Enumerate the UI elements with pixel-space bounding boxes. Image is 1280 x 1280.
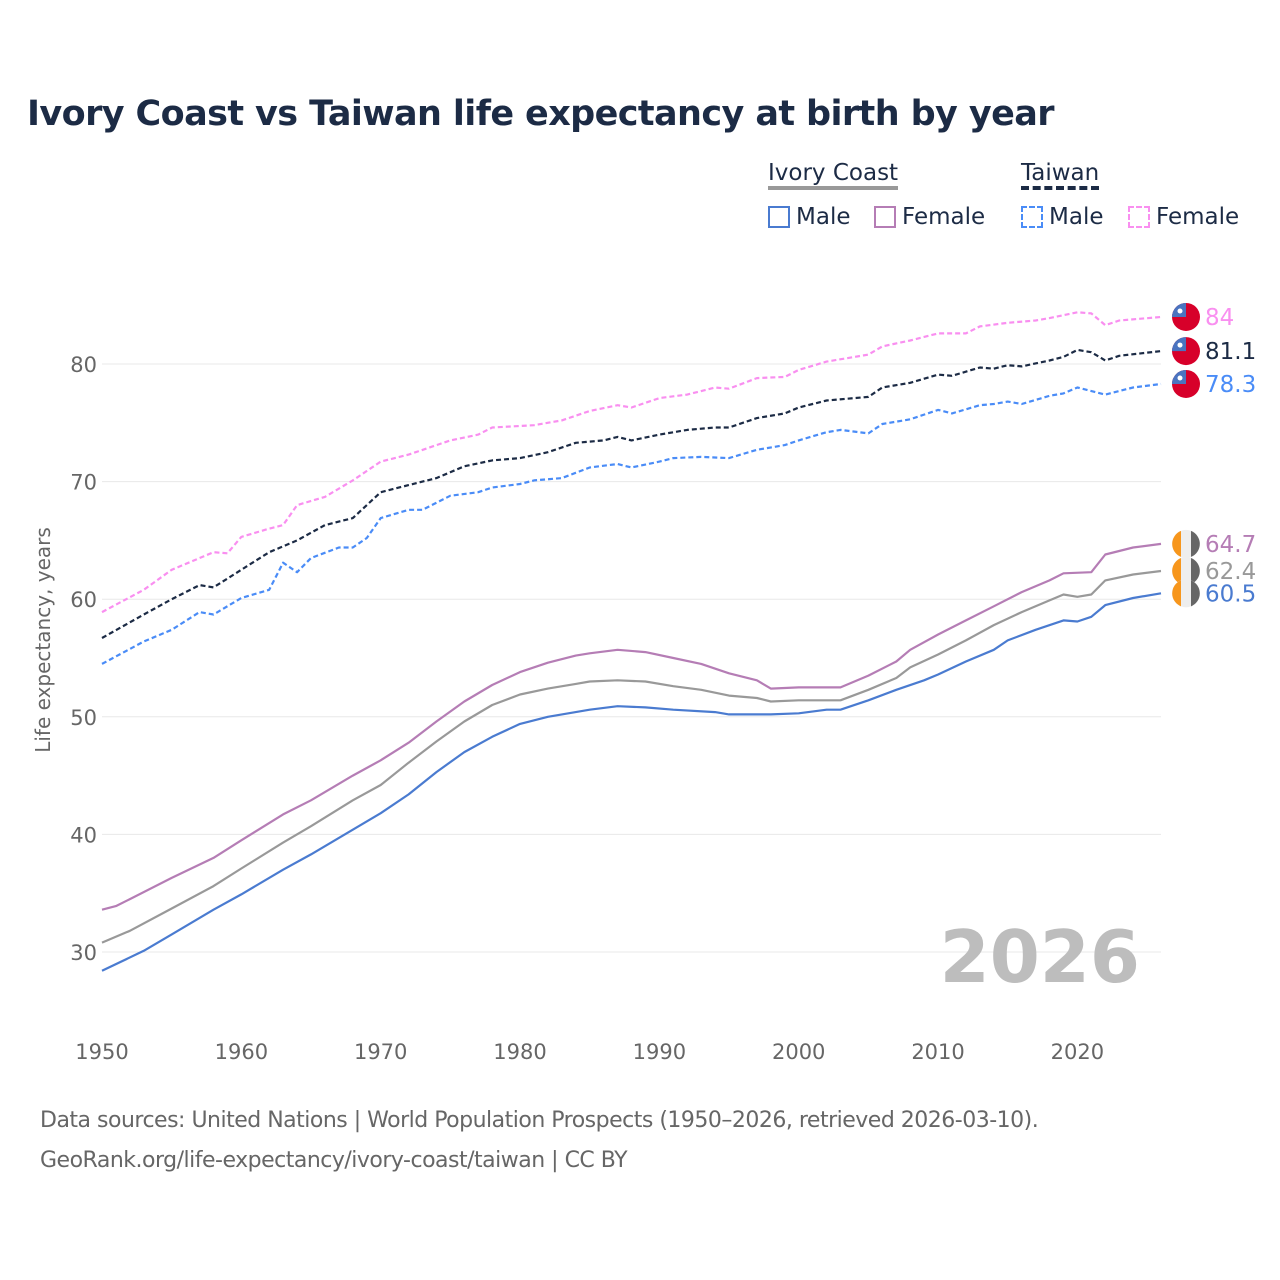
legend-group-ivory-coast: Ivory Coast	[768, 160, 899, 190]
flag-green	[1191, 530, 1200, 557]
flag-orange	[1172, 557, 1181, 584]
legend-item-ivory-coast-male[interactable]: Male	[768, 204, 850, 230]
chart-title: Ivory Coast vs Taiwan life expectancy at…	[27, 94, 1054, 134]
legend-label: Female	[902, 204, 986, 230]
legend-item-taiwan-female[interactable]: Female	[1128, 204, 1239, 230]
y-tick-label: 30	[70, 941, 97, 965]
y-tick-label: 60	[70, 588, 97, 612]
footer-link[interactable]: GeoRank.org/life-expectancy/ivory-coast/…	[40, 1148, 628, 1173]
series-line-ivory-coast-female	[101, 542, 1162, 911]
legend-swatch-icon	[1021, 206, 1043, 228]
legend-swatch-icon	[768, 206, 790, 228]
taiwan-flag-icon	[1172, 369, 1200, 398]
x-tick-label: 2010	[911, 1040, 964, 1064]
legend-group-title[interactable]: Taiwan	[1021, 160, 1100, 190]
x-tick-label: 1950	[75, 1040, 128, 1064]
legend-item-taiwan-male[interactable]: Male	[1021, 204, 1103, 230]
end-value-label: 62.4	[1205, 559, 1256, 585]
legend-label: Male	[796, 204, 851, 230]
legend-label: Female	[1156, 204, 1240, 230]
x-tick-label: 1990	[633, 1040, 686, 1064]
y-tick-label: 80	[70, 353, 97, 377]
y-axis-label: Life expectancy, years	[31, 527, 55, 753]
flag-green	[1191, 580, 1200, 607]
series-line-ivory-coast-male	[101, 592, 1162, 972]
legend: Ivory Coast Male Female Taiwan Male Fema…	[768, 160, 1268, 240]
watermark-year: 2026	[940, 915, 1140, 999]
taiwan-flag-icon	[1172, 302, 1200, 331]
flag-sun	[1177, 342, 1183, 348]
x-tick-label: 2020	[1051, 1040, 1104, 1064]
legend-swatch-icon	[1128, 206, 1150, 228]
y-tick-label: 70	[70, 471, 97, 495]
legend-label: Male	[1049, 204, 1104, 230]
end-value-label: 84	[1205, 305, 1234, 331]
legend-group-taiwan: Taiwan	[1021, 160, 1100, 190]
taiwan-flag-icon	[1172, 337, 1200, 366]
series-line-ivory-coast	[101, 569, 1162, 944]
flag-orange	[1172, 580, 1181, 607]
footer-source: Data sources: United Nations | World Pop…	[40, 1108, 1039, 1133]
legend-group-title[interactable]: Ivory Coast	[768, 160, 899, 190]
legend-item-ivory-coast-female[interactable]: Female	[874, 204, 985, 230]
series-line-taiwan	[101, 348, 1162, 639]
x-tick-label: 1980	[493, 1040, 546, 1064]
ivory-coast-flag-icon	[1172, 556, 1200, 585]
x-tick-label: 1970	[354, 1040, 407, 1064]
x-tick-label: 1960	[215, 1040, 268, 1064]
ivory-coast-flag-icon	[1172, 579, 1200, 608]
ivory-coast-flag-icon	[1172, 529, 1200, 558]
flag-sun	[1177, 308, 1183, 314]
end-value-label: 60.5	[1205, 581, 1256, 607]
flag-green	[1191, 557, 1200, 584]
flag-sun	[1177, 375, 1183, 381]
x-tick-label: 2000	[772, 1040, 825, 1064]
end-value-label: 81.1	[1205, 339, 1256, 365]
end-value-label: 64.7	[1205, 532, 1256, 558]
legend-swatch-icon	[874, 206, 896, 228]
y-tick-label: 50	[70, 706, 97, 730]
end-value-label: 78.3	[1205, 372, 1256, 398]
series-line-taiwan-male	[101, 382, 1162, 665]
flag-orange	[1172, 530, 1181, 557]
series-line-taiwan-female	[101, 311, 1162, 614]
y-tick-label: 40	[70, 823, 97, 847]
